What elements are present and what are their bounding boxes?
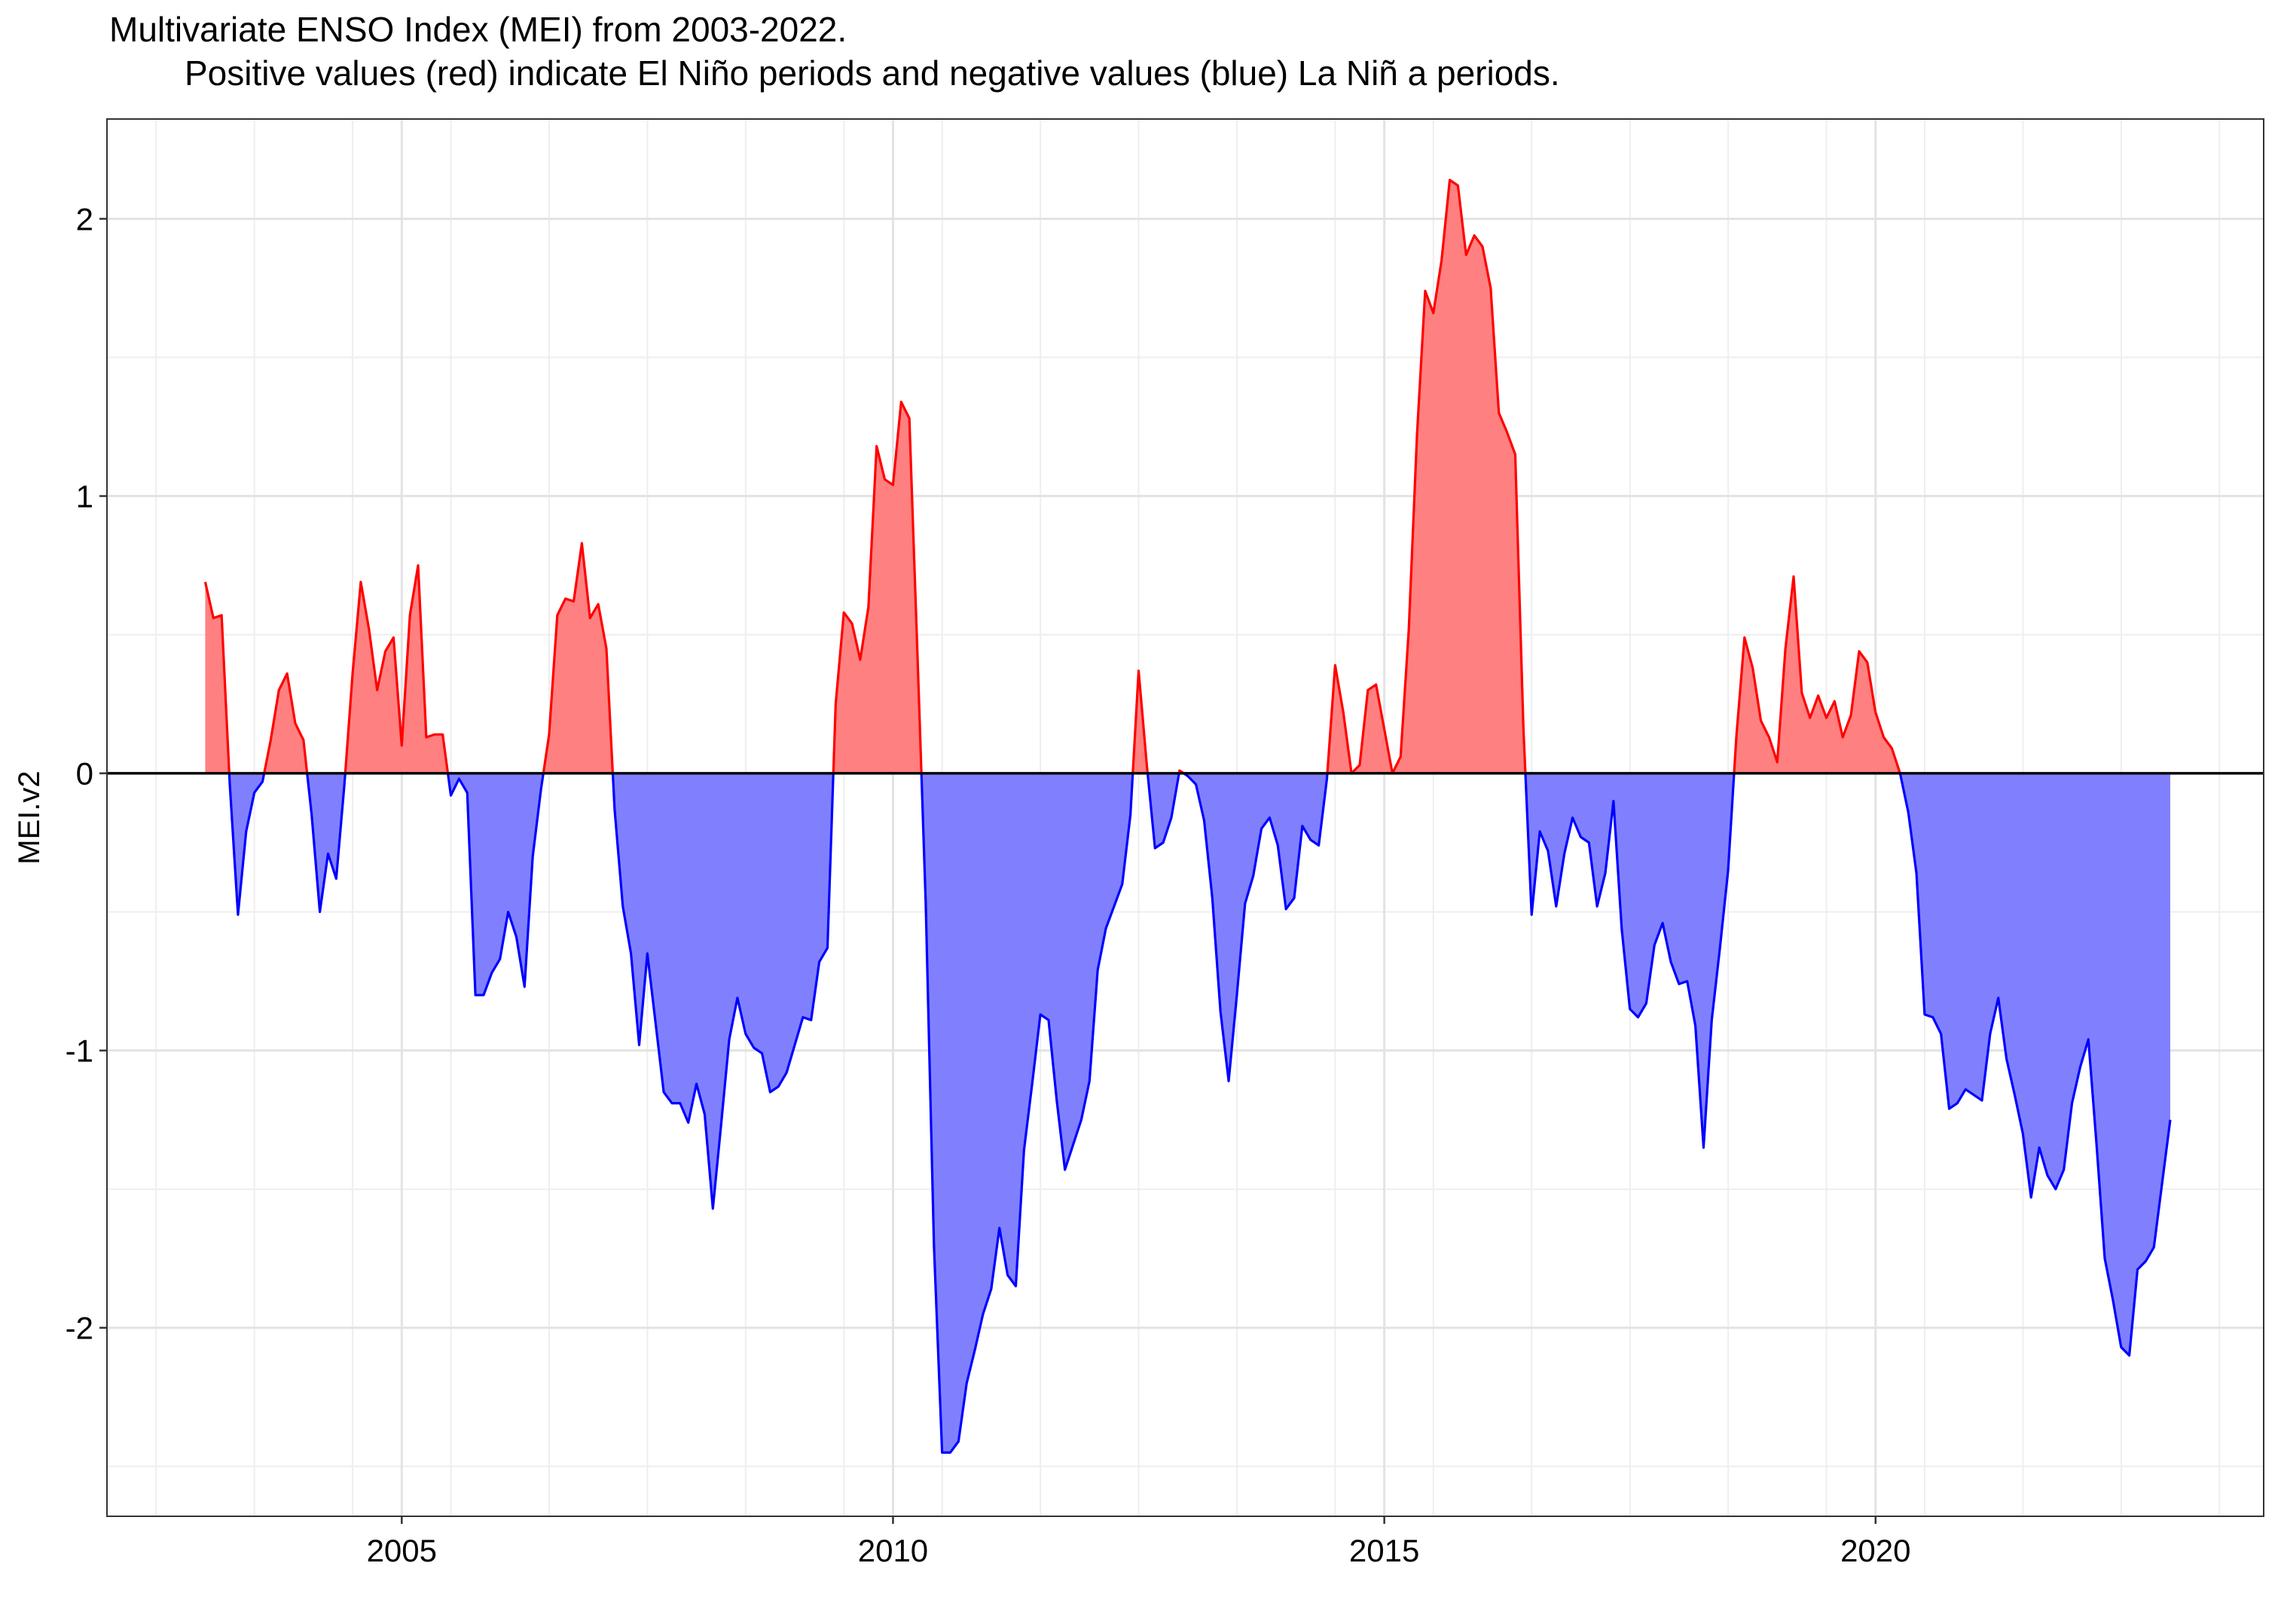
y-tick-label: 2 xyxy=(76,202,93,237)
y-tick-label: -1 xyxy=(66,1033,93,1069)
y-tick-label: 1 xyxy=(76,479,93,514)
chart-title: Multivariate ENSO Index (MEI) from 2003-… xyxy=(109,10,847,49)
plot-panel-border xyxy=(106,118,2264,1517)
y-axis-title: MEI.v2 xyxy=(13,771,46,864)
axis-layer: -2 -1 0 1 2 2005 2010 2015 2020 xyxy=(66,202,1911,1569)
la-nina-negative-area xyxy=(229,773,2170,1453)
y-tick-label: -2 xyxy=(66,1311,93,1346)
x-tick-label: 2005 xyxy=(367,1533,437,1568)
area-layer xyxy=(203,179,2172,1454)
x-tick-label: 2020 xyxy=(1840,1533,1910,1568)
chart-subtitle: Positive values (red) indicate El Niño p… xyxy=(185,53,1560,93)
title-block: Multivariate ENSO Index (MEI) from 2003-… xyxy=(109,8,1560,95)
x-tick-label: 2015 xyxy=(1349,1533,1419,1568)
x-tick-label: 2010 xyxy=(858,1533,928,1568)
la-nina-negative-line xyxy=(227,773,2172,1454)
y-tick-label: 0 xyxy=(76,756,93,792)
el-nino-positive-line xyxy=(203,179,1901,774)
